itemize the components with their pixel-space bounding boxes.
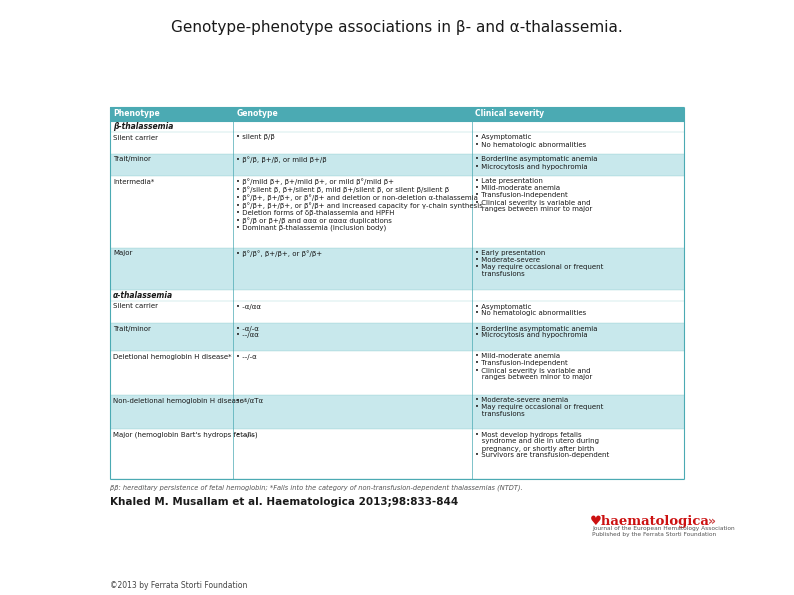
Text: • Borderline asymptomatic anemia
• Microcytosis and hypochromia: • Borderline asymptomatic anemia • Micro… [475,325,597,339]
Text: β-thalassemia: β-thalassemia [113,122,173,131]
Text: ββ: hereditary persistence of fetal hemoglobin; *Falls into the category of non-: ββ: hereditary persistence of fetal hemo… [110,484,522,491]
Text: • Moderate-severe anemia
• May require occasional or frequent
   transfusions: • Moderate-severe anemia • May require o… [475,397,603,418]
Bar [110,107,684,121]
Text: • --/--: • --/-- [237,431,255,437]
Text: • Borderline asymptomatic anemia
• Microcytosis and hypochromia: • Borderline asymptomatic anemia • Micro… [475,156,597,170]
Bar [110,395,684,429]
Bar [110,176,684,248]
Text: Genotype-phenotype associations in β- and α-thalassemia.: Genotype-phenotype associations in β- an… [172,20,622,35]
Text: • Early presentation
• Moderate-severe
• May require occasional or frequent
   t: • Early presentation • Moderate-severe •… [475,250,603,277]
Text: • Most develop hydrops fetalis
   syndrome and die in utero during
   pregnancy,: • Most develop hydrops fetalis syndrome … [475,431,609,459]
Text: Khaled M. Musallam et al. Haematologica 2013;98:833-844: Khaled M. Musallam et al. Haematologica … [110,497,458,507]
Text: • --/-α: • --/-α [237,353,257,359]
Bar [110,121,684,132]
Text: Phenotype: Phenotype [113,109,160,118]
Text: • Asymptomatic
• No hematologic abnormalities: • Asymptomatic • No hematologic abnormal… [475,303,586,317]
Text: Non-deletional hemoglobin H disease*: Non-deletional hemoglobin H disease* [113,397,247,403]
Text: • silent β/β: • silent β/β [237,134,276,140]
Text: • Mild-moderate anemia
• Transfusion-independent
• Clinical severity is variable: • Mild-moderate anemia • Transfusion-ind… [475,353,592,380]
Bar [110,290,684,301]
Text: Genotype: Genotype [237,109,278,118]
Text: Silent carrier: Silent carrier [113,134,158,140]
Bar [110,154,684,176]
Text: Journal of the European Hematology Association
Published by the Ferrata Storti F: Journal of the European Hematology Assoc… [592,526,734,537]
Text: ©2013 by Ferrata Storti Foundation: ©2013 by Ferrata Storti Foundation [110,581,248,590]
Text: Major: Major [113,250,133,256]
Bar [110,301,684,323]
Text: Trait/minor: Trait/minor [113,156,151,162]
Text: • β°/mild β+, β+/mild β+, or mild β°/mild β+
• β°/silent β, β+/silent β, mild β+: • β°/mild β+, β+/mild β+, or mild β°/mil… [237,178,484,231]
Text: Major (hemoglobin Bart's hydrops fetalis): Major (hemoglobin Bart's hydrops fetalis… [113,431,257,438]
Text: α-thalassemia: α-thalassemia [113,291,173,300]
Text: • -α/-α
• --/αα: • -α/-α • --/αα [237,325,260,339]
Text: Clinical severity: Clinical severity [475,109,544,118]
Text: Trait/minor: Trait/minor [113,325,151,331]
Bar [110,248,684,290]
Bar [110,323,684,351]
Bar [110,351,684,395]
Text: • β°/β, β+/β, or mild β+/β: • β°/β, β+/β, or mild β+/β [237,156,327,163]
Bar [110,132,684,154]
Text: • Asymptomatic
• No hematologic abnormalities: • Asymptomatic • No hematologic abnormal… [475,134,586,148]
Text: • Late presentation
• Mild-moderate anemia
• Transfusion-independent
• Clinical : • Late presentation • Mild-moderate anem… [475,178,592,212]
Text: Intermedia*: Intermedia* [113,178,154,184]
Text: • -α/αα: • -α/αα [237,303,261,309]
Text: Silent carrier: Silent carrier [113,303,158,309]
Text: • --/αTα: • --/αTα [237,397,264,403]
Text: »: » [708,515,716,528]
Text: ♥haematologica: ♥haematologica [590,515,710,528]
Bar [110,429,684,479]
Text: • β°/β°, β+/β+, or β°/β+: • β°/β°, β+/β+, or β°/β+ [237,250,322,257]
Text: Deletional hemoglobin H disease*: Deletional hemoglobin H disease* [113,353,232,359]
